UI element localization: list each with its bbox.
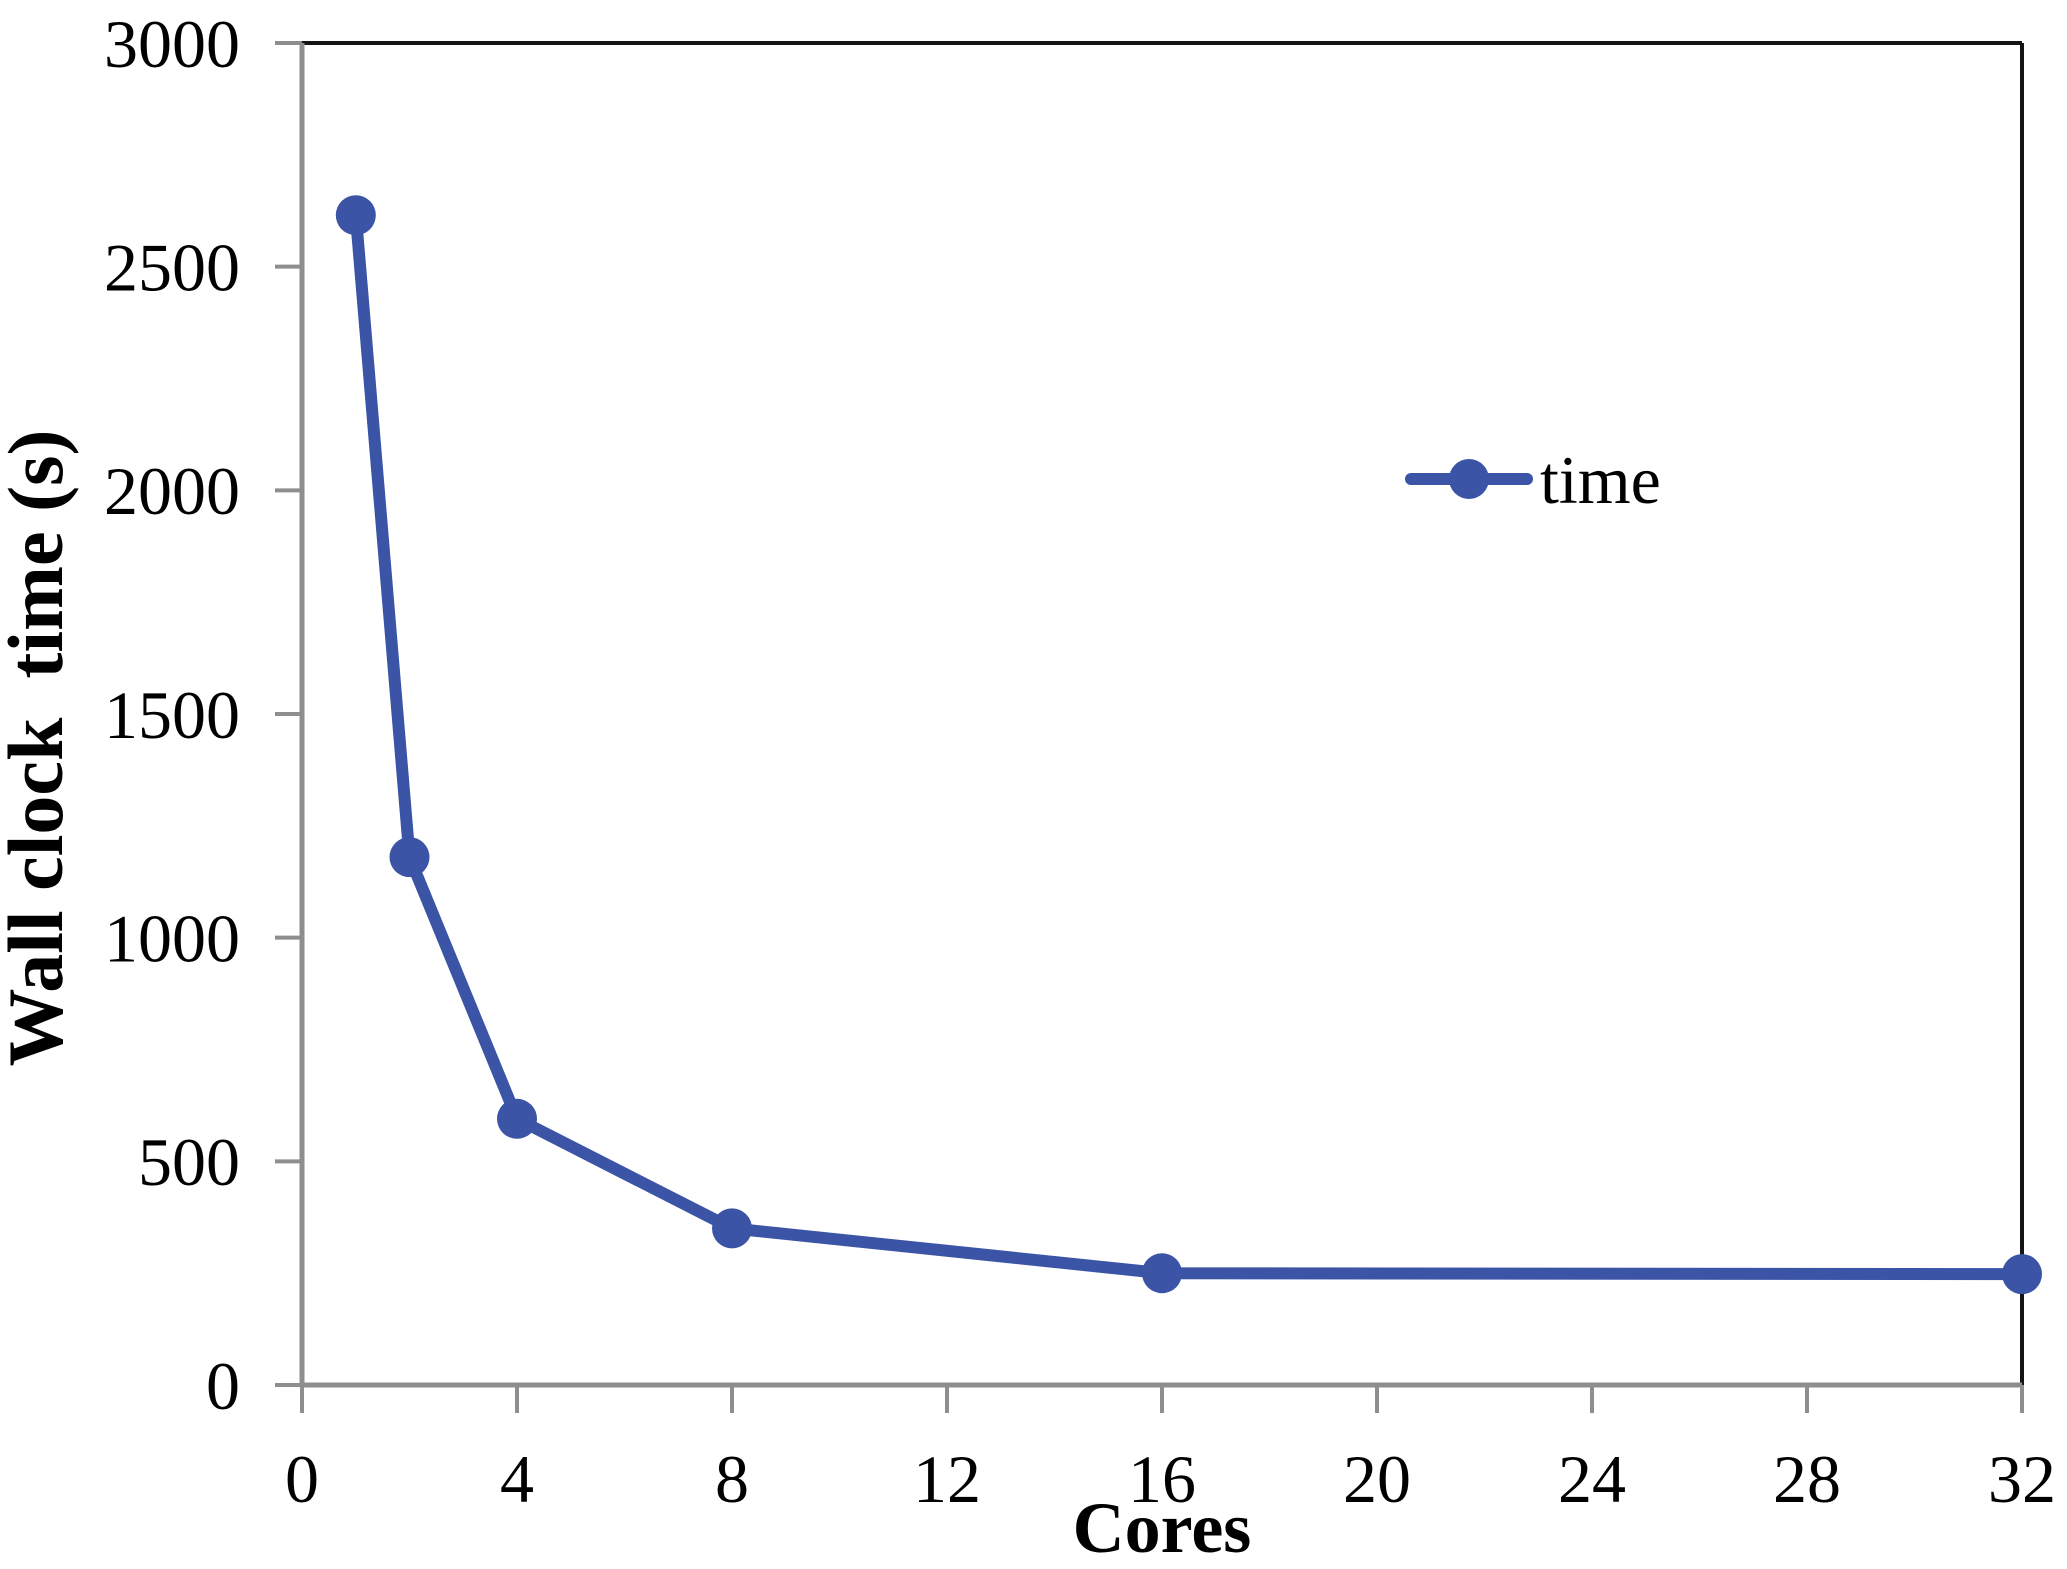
- y-axis-ticks: 0 500 1000 1500 2000 2500 3000: [104, 6, 302, 1424]
- series-markers: [335, 195, 2042, 1295]
- y-tick-label: 2500: [104, 229, 240, 305]
- y-tick-label: 1500: [104, 677, 240, 753]
- x-tick-label: 12: [913, 1441, 981, 1517]
- legend-marker-dot: [1449, 459, 1489, 499]
- y-tick-label: 2000: [104, 453, 240, 529]
- y-tick-label: 1000: [104, 900, 240, 976]
- x-tick-label: 24: [1558, 1441, 1626, 1517]
- data-point-16-cores: [1142, 1253, 1182, 1294]
- data-point-1-cores: [335, 195, 376, 236]
- x-axis-ticks: 0 4 8 12 16 20 24 28 32: [285, 1385, 2056, 1517]
- data-point-4-cores: [497, 1098, 537, 1139]
- data-point-32-cores: [2002, 1254, 2042, 1295]
- y-tick-label: 500: [138, 1124, 240, 1200]
- data-point-8-cores: [712, 1208, 752, 1249]
- x-tick-label: 0: [285, 1441, 319, 1517]
- x-tick-label: 28: [1773, 1441, 1841, 1517]
- x-tick-label: 16: [1128, 1441, 1196, 1517]
- x-tick-label: 32: [1988, 1441, 2056, 1517]
- x-tick-label: 4: [500, 1441, 534, 1517]
- x-axis-title: Cores: [1073, 1488, 1252, 1568]
- legend-label: time: [1540, 442, 1661, 518]
- y-tick-label: 3000: [104, 6, 240, 82]
- y-axis-title: Wall clock time (s): [0, 430, 79, 1067]
- x-tick-label: 8: [715, 1441, 749, 1517]
- y-tick-label: 0: [206, 1348, 240, 1424]
- data-point-2-cores: [389, 837, 430, 878]
- legend: time: [1405, 442, 1661, 518]
- series-line-time: [349, 209, 2028, 1281]
- x-tick-label: 20: [1343, 1441, 1411, 1517]
